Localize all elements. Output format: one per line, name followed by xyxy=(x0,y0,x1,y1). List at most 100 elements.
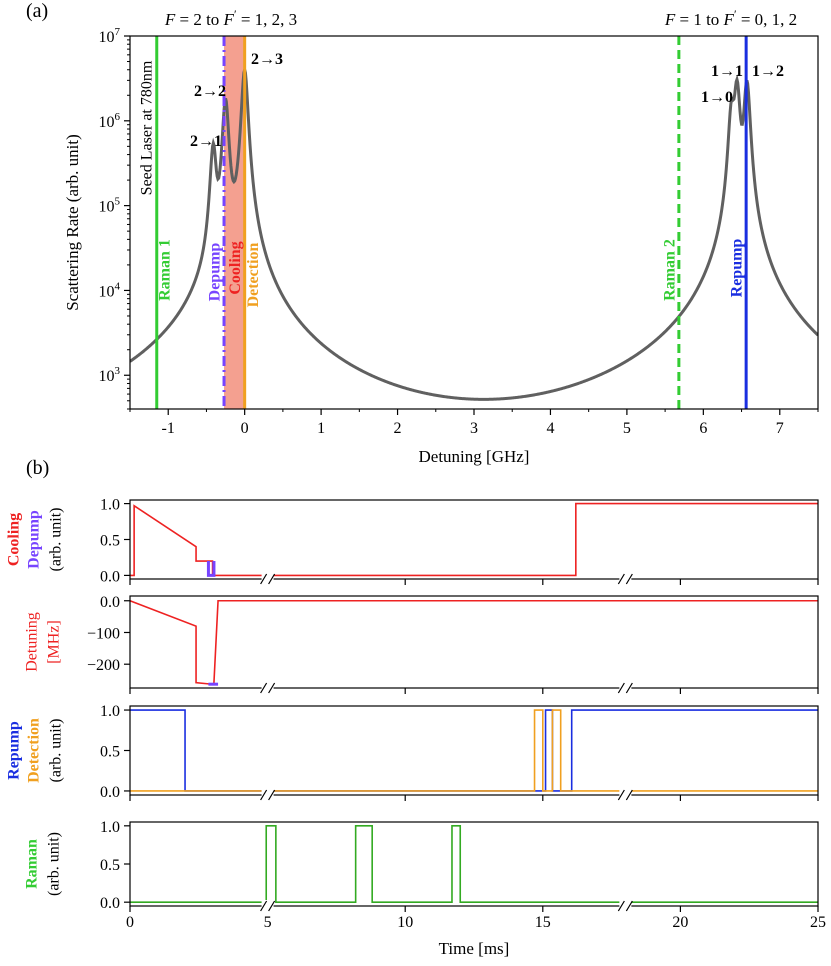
panel-a-xtick-label: 4 xyxy=(546,420,554,437)
vline-label-detection: Detection xyxy=(245,242,262,307)
panel-b-subplot-3: 0.0 0.5 1.0 Raman (arb. unit) xyxy=(24,819,819,912)
panel-b-ytick-label: −100 xyxy=(87,625,120,642)
vline-label-cooling: Cooling xyxy=(227,241,244,294)
panel-a-ylabel: Scattering Rate (arb. unit) xyxy=(63,134,82,311)
panel-b-ytick-label: 0.0 xyxy=(100,895,120,912)
panel-label-a: (a) xyxy=(26,0,48,22)
panel-a-ytick-label: 104 xyxy=(99,280,121,300)
panel-b-ylabel: Detuning xyxy=(24,612,41,672)
axis-break-mark xyxy=(260,789,268,801)
resonance-label-5: 1→2 xyxy=(752,63,784,80)
panel-b-frame xyxy=(129,705,819,796)
axis-break-mark xyxy=(268,573,276,585)
panel-b-subplot-2: 0.0 0.5 1.0 Repump Detection (arb. unit) xyxy=(6,703,819,801)
header-right: F = 1 to F′ = 0, 1, 2 xyxy=(664,7,797,29)
panel-b-xtick-label: 15 xyxy=(535,914,551,931)
panel-b-xlabel: Time [ms] xyxy=(439,939,510,958)
panel-b-ytick-label: 0.5 xyxy=(100,533,120,550)
axis-break-mask xyxy=(261,682,274,694)
panel-b-frame xyxy=(129,595,819,689)
axis-break-mark xyxy=(625,900,633,912)
panel-a-xtick-label: -1 xyxy=(162,420,175,437)
panel-a-xlabel: Detuning [GHz] xyxy=(419,447,530,466)
vline-label-repump: Repump xyxy=(729,239,746,298)
panel-b-ylabel: Depump xyxy=(26,510,43,569)
axis-break-mark xyxy=(617,682,625,694)
axis-break-mask xyxy=(619,573,632,585)
panel-a-ytick-label: 106 xyxy=(99,111,121,131)
panel-b-subplot-0: 0.0 0.5 1.0 Cooling Depump (arb. unit) xyxy=(6,497,819,585)
panel-b-ytick-label: 0.0 xyxy=(100,594,120,611)
axis-break-mask xyxy=(261,900,274,912)
header-left: F = 2 to F′ = 1, 2, 3 xyxy=(164,7,297,29)
panel-b-xtick-label: 10 xyxy=(397,914,413,931)
panel-a-plot: Raman 1 Depump Cooling Detection Raman 2 Repu… xyxy=(63,7,819,466)
panel-b-xtick-label: 20 xyxy=(672,914,688,931)
axis-break-mark xyxy=(260,900,268,912)
axis-break-mask xyxy=(261,573,274,585)
panel-b-ytick-label: 0.5 xyxy=(100,744,120,761)
panel-b-frame xyxy=(129,821,819,907)
axis-break-mask xyxy=(619,900,632,912)
panel-b-ytick-label: 0.0 xyxy=(100,568,120,585)
axis-break-mark xyxy=(260,573,268,585)
panel-a-xtick-label: 7 xyxy=(776,420,784,437)
panel-a-xtick-label: 2 xyxy=(394,420,402,437)
panel-a-ytick-label: 105 xyxy=(99,196,121,216)
panel-b-ylabel: (arb. unit) xyxy=(48,719,65,783)
panel-b-ytick-label: 0.5 xyxy=(100,857,120,874)
axis-break-mark xyxy=(625,789,633,801)
vline-label-raman-1: Raman 1 xyxy=(156,239,173,301)
axis-break-mark xyxy=(617,900,625,912)
panel-a-xtick-label: 1 xyxy=(317,420,325,437)
panel-b-ylabel: Detection xyxy=(26,718,43,783)
resonance-label-0: 2→1 xyxy=(190,133,222,150)
panel-a-xtick-label: 0 xyxy=(241,420,249,437)
axis-break-mark xyxy=(625,573,633,585)
axis-break-mark xyxy=(617,573,625,585)
axis-break-mark xyxy=(268,682,276,694)
series-cooling xyxy=(130,502,818,577)
axis-break-mark xyxy=(268,900,276,912)
panel-b-xtick-label: 5 xyxy=(264,914,272,931)
panel-b-xtick-label: 0 xyxy=(126,914,134,931)
axis-break-mask xyxy=(619,682,632,694)
axis-break-mark xyxy=(268,789,276,801)
panel-b-ylabel: Raman xyxy=(24,839,41,889)
panel-b-ytick-label: 1.0 xyxy=(100,819,120,836)
panel-b-ylabel: Cooling xyxy=(6,513,23,566)
seed-laser-annotation: Seed Laser at 780nm xyxy=(138,60,155,195)
vline-label-depump: Depump xyxy=(207,243,224,302)
panel-b-ytick-label: 1.0 xyxy=(100,497,120,514)
series-raman xyxy=(130,825,818,903)
panel-a-ytick-label: 103 xyxy=(99,365,121,385)
resonance-label-1: 2→2 xyxy=(194,83,226,100)
panel-b-ylabel: [MHz] xyxy=(46,620,63,664)
panel-b-xtick-label: 25 xyxy=(810,914,826,931)
panel-a-xtick-label: 3 xyxy=(470,420,478,437)
panel-b-ylabel: (arb. unit) xyxy=(46,832,63,896)
panel-a-xtick-label: 5 xyxy=(623,420,631,437)
resonance-label-2: 2→3 xyxy=(251,51,283,68)
axis-break-mask xyxy=(261,789,274,801)
panel-a-xtick-label: 6 xyxy=(699,420,707,437)
panel-b-ylabel: Repump xyxy=(6,721,23,780)
resonance-label-4: 1→1 xyxy=(711,63,743,80)
panel-b-subplot-1: 0.0 −100 −200 Detuning [MHz] xyxy=(24,594,819,694)
panel-b-ytick-label: 1.0 xyxy=(100,703,120,720)
axis-break-mark xyxy=(617,789,625,801)
panel-b-ylabel: (arb. unit) xyxy=(48,508,65,572)
series-repump xyxy=(130,709,818,792)
series-detection xyxy=(130,709,818,792)
panel-b-ytick-label: −200 xyxy=(87,657,120,674)
resonance-label-3: 1→0 xyxy=(701,89,733,106)
panel-b-ytick-label: 0.0 xyxy=(100,784,120,801)
axis-break-mask xyxy=(619,789,632,801)
axis-break-mark xyxy=(625,682,633,694)
panel-b-frame xyxy=(129,499,819,580)
panel-label-b: (b) xyxy=(26,457,49,479)
series-detuning xyxy=(130,599,818,685)
axis-break-mark xyxy=(260,682,268,694)
panel-a-ytick-label: 107 xyxy=(99,26,121,46)
